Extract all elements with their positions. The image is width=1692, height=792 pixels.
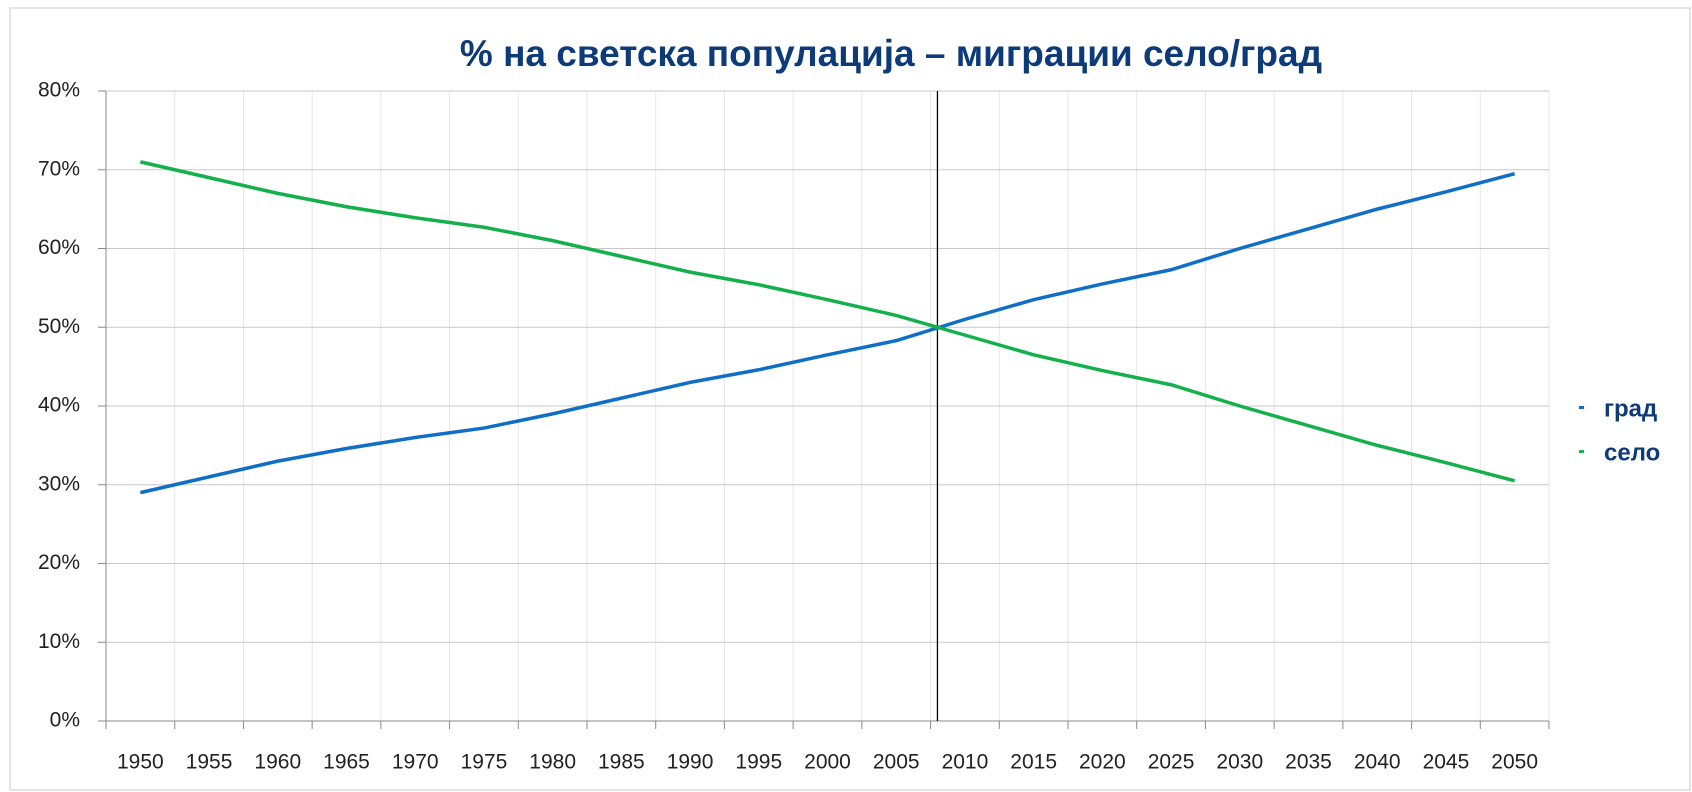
x-tick-label: 2015 [1010,751,1057,774]
y-tick-label: 80% [38,79,80,102]
x-tick-label: 1955 [186,751,233,774]
chart-title: % на светска популација – миграции село/… [460,33,1322,74]
legend-label: град [1604,395,1657,422]
x-tick-label: 1965 [323,751,370,774]
y-tick-label: 60% [38,236,80,259]
x-tick-label: 2000 [804,751,851,774]
frame [9,7,1691,791]
x-tick-label: 1990 [667,751,714,774]
x-tick-label: 2020 [1079,751,1126,774]
x-tick-label: 1950 [117,751,164,774]
legend-label: село [1604,439,1660,466]
x-tick-label: 2010 [942,751,989,774]
y-tick-label: 20% [38,551,80,574]
x-tick-label: 1970 [392,751,439,774]
legend-swatch [1579,450,1584,453]
x-tick-label: 2050 [1491,751,1538,774]
x-tick-label: 1980 [529,751,576,774]
x-tick-label: 2030 [1216,751,1263,774]
x-tick-label: 1995 [735,751,782,774]
x-tick-label: 2025 [1148,751,1195,774]
y-tick-label: 10% [38,630,80,653]
y-tick-label: 40% [38,394,80,417]
x-tick-label: 1975 [461,751,508,774]
y-tick-label: 0% [50,709,80,732]
x-tick-label: 2045 [1423,751,1470,774]
x-tick-label: 2040 [1354,751,1401,774]
series-line [139,171,1516,495]
y-tick-label: 50% [38,315,80,338]
x-tick-label: 1985 [598,751,645,774]
x-tick-label: 2005 [873,751,920,774]
legend-swatch [1579,406,1584,409]
x-tick-label: 1960 [254,751,301,774]
series-line [139,160,1516,483]
y-tick-label: 70% [38,157,80,180]
x-tick-label: 2035 [1285,751,1332,774]
y-tick-label: 30% [38,472,80,495]
